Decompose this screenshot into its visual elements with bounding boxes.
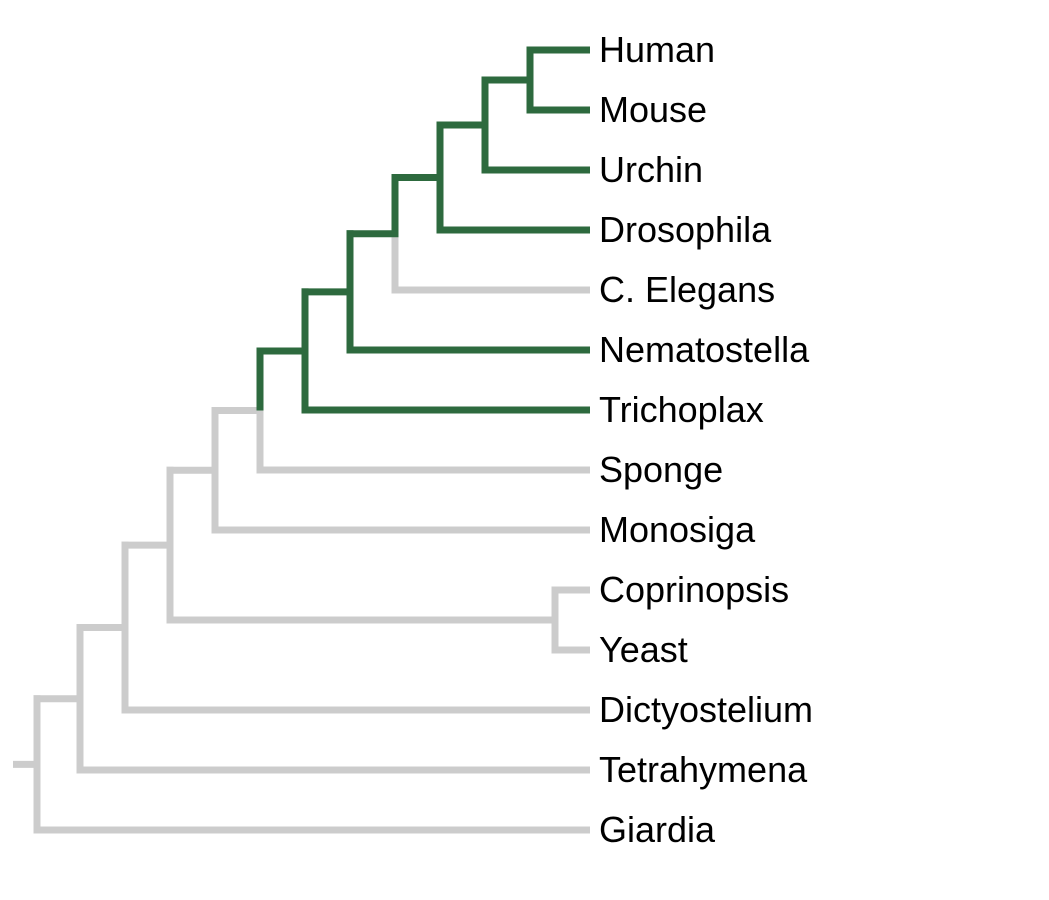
leaf-label-dictyostelium: Dictyostelium (599, 692, 813, 728)
leaf-label-drosophila: Drosophila (599, 212, 771, 248)
leaf-label-human: Human (599, 32, 715, 68)
leaf-label-yeast: Yeast (599, 632, 688, 668)
leaf-label-urchin: Urchin (599, 152, 703, 188)
leaf-label-tetrahymena: Tetrahymena (599, 752, 807, 788)
leaf-label-monosiga: Monosiga (599, 512, 755, 548)
phylo-tree: Human Mouse Urchin Drosophila C. Elegans Nema… (0, 0, 1049, 900)
leaf-label-mouse: Mouse (599, 92, 707, 128)
leaf-label-nematostella: Nematostella (599, 332, 809, 368)
leaf-label-giardia: Giardia (599, 812, 715, 848)
tree-svg (0, 0, 1049, 900)
leaf-label-coprinopsis: Coprinopsis (599, 572, 789, 608)
branches-highlight (257, 47, 591, 414)
leaf-label-celegans: C. Elegans (599, 272, 775, 308)
leaf-label-sponge: Sponge (599, 452, 723, 488)
leaf-label-trichoplax: Trichoplax (599, 392, 764, 428)
